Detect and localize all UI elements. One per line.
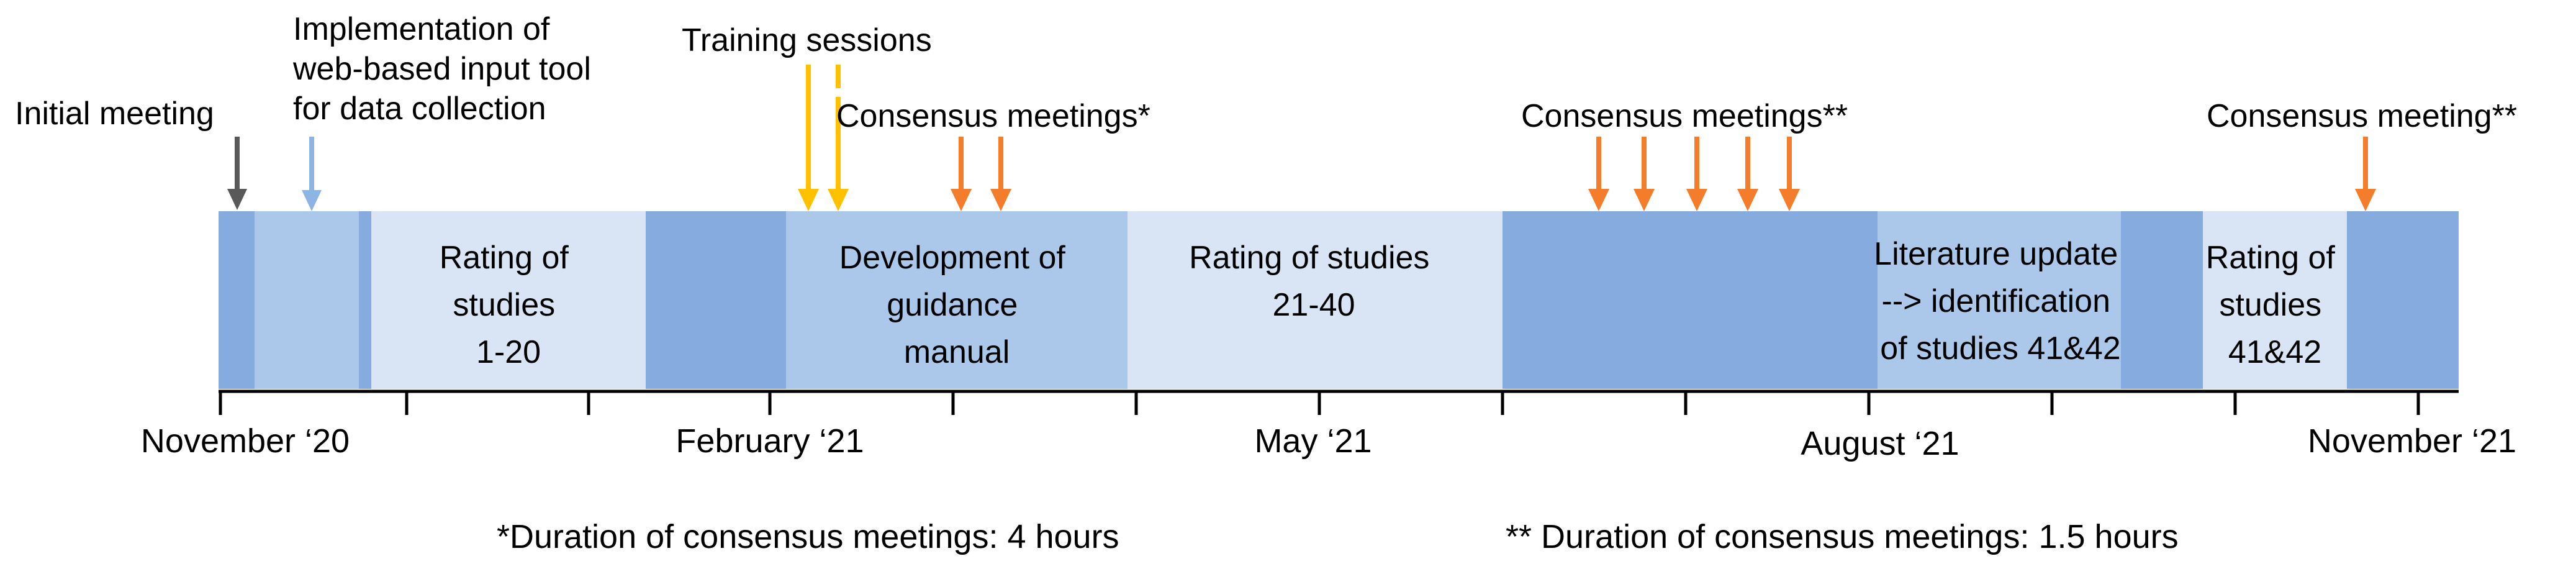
consensus-arrow <box>1686 137 1707 211</box>
consensus-arrow <box>1737 137 1758 211</box>
bar-segment-divider <box>359 211 371 389</box>
axis-labels: November ‘20 February ‘21 May ‘21 August… <box>141 422 2516 462</box>
event-label-implementation: Implementation of web-based input tool f… <box>292 11 600 127</box>
bar-segment-end <box>2347 211 2459 389</box>
initial-meeting-arrow <box>227 137 247 210</box>
axis-label-nov-21: November ‘21 <box>2308 422 2516 460</box>
phase-label-literature-update: Literature update --> identification of … <box>1874 236 2127 367</box>
bar-segment-gap-3 <box>2121 211 2203 389</box>
consensus-arrow <box>1779 137 1800 211</box>
axis-label-may-21: May ‘21 <box>1254 422 1372 460</box>
footnote-1-5-hours: ** Duration of consensus meetings: 1.5 h… <box>1506 518 2179 555</box>
time-axis <box>219 391 2459 415</box>
axis-label-feb-21: February ‘21 <box>676 422 864 460</box>
training-session-arrow <box>828 65 849 211</box>
bar-segment-setup <box>255 211 359 389</box>
consensus-arrow <box>1588 137 1609 211</box>
axis-label-nov-20: November ‘20 <box>141 422 350 460</box>
event-label-consensus-1: Consensus meetings* <box>836 98 1150 134</box>
consensus-arrow <box>1634 137 1655 211</box>
event-label-consensus-2: Consensus meetings** <box>1521 98 1848 134</box>
consensus-arrow <box>951 137 972 211</box>
implementation-arrow <box>302 137 322 211</box>
consensus-arrow <box>990 137 1011 211</box>
bar-segment-gap-2 <box>1503 211 1878 389</box>
footnote-4-hours: *Duration of consensus meetings: 4 hours <box>497 518 1119 555</box>
bar-segment-gap-1 <box>646 211 786 389</box>
event-label-training-sessions: Training sessions <box>682 22 932 58</box>
training-session-arrow <box>798 65 819 211</box>
consensus-arrow <box>2355 137 2376 211</box>
bar-segment-start <box>219 211 255 389</box>
event-label-consensus-3: Consensus meeting** <box>2207 98 2517 134</box>
event-label-initial-meeting: Initial meeting <box>15 96 214 132</box>
axis-label-aug-21: August ‘21 <box>1801 425 1959 462</box>
